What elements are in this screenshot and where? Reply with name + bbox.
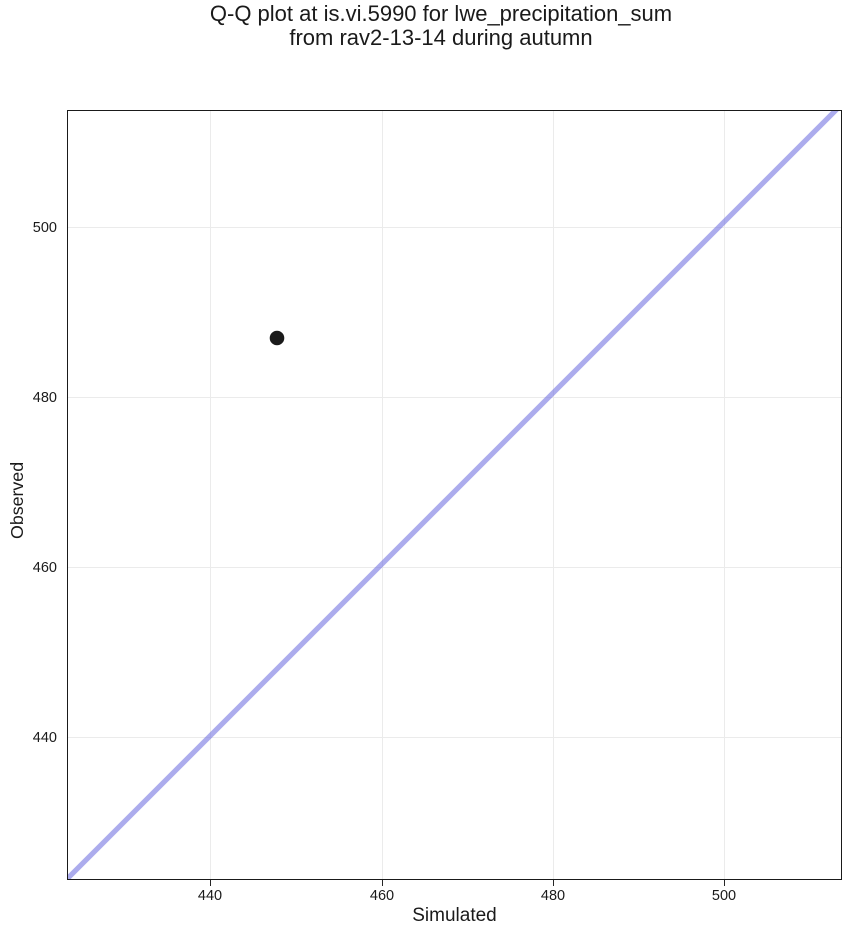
svg-text:440: 440: [198, 888, 222, 904]
svg-text:480: 480: [541, 888, 565, 904]
svg-text:480: 480: [33, 390, 57, 406]
svg-text:440: 440: [33, 730, 57, 746]
svg-text:460: 460: [33, 560, 57, 576]
svg-text:500: 500: [712, 888, 736, 904]
svg-text:500: 500: [33, 220, 57, 236]
svg-text:460: 460: [370, 888, 394, 904]
